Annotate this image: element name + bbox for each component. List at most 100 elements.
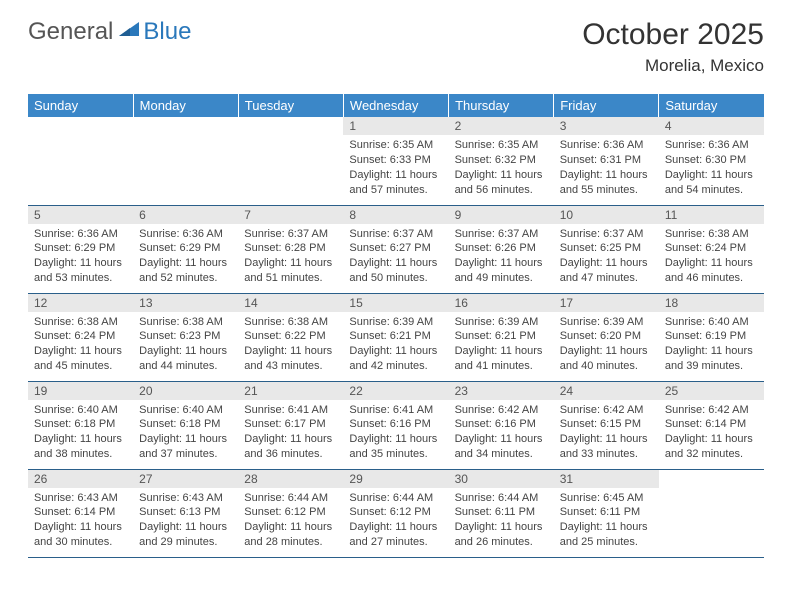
day-number: 27 xyxy=(133,470,238,488)
sunrise-text: Sunrise: 6:44 AM xyxy=(349,491,442,506)
day-detail: Sunrise: 6:42 AMSunset: 6:16 PMDaylight:… xyxy=(449,400,554,466)
daylight-text: Daylight: 11 hours and 33 minutes. xyxy=(560,432,653,462)
daylight-text: Daylight: 11 hours and 54 minutes. xyxy=(665,168,758,198)
sunrise-text: Sunrise: 6:37 AM xyxy=(244,227,337,242)
calendar-day-cell: 15Sunrise: 6:39 AMSunset: 6:21 PMDayligh… xyxy=(343,293,448,381)
sunrise-text: Sunrise: 6:42 AM xyxy=(455,403,548,418)
sunrise-text: Sunrise: 6:45 AM xyxy=(560,491,653,506)
calendar-day-cell: 20Sunrise: 6:40 AMSunset: 6:18 PMDayligh… xyxy=(133,381,238,469)
weekday-header-row: Sunday Monday Tuesday Wednesday Thursday… xyxy=(28,94,764,117)
sunrise-text: Sunrise: 6:39 AM xyxy=(455,315,548,330)
weekday-header: Monday xyxy=(133,94,238,117)
sunset-text: Sunset: 6:28 PM xyxy=(244,241,337,256)
calendar-week-row: 1Sunrise: 6:35 AMSunset: 6:33 PMDaylight… xyxy=(28,117,764,205)
day-detail: Sunrise: 6:43 AMSunset: 6:14 PMDaylight:… xyxy=(28,488,133,554)
daylight-text: Daylight: 11 hours and 26 minutes. xyxy=(455,520,548,550)
day-number: 17 xyxy=(554,294,659,312)
day-number: 31 xyxy=(554,470,659,488)
sunrise-text: Sunrise: 6:42 AM xyxy=(665,403,758,418)
calendar-week-row: 12Sunrise: 6:38 AMSunset: 6:24 PMDayligh… xyxy=(28,293,764,381)
day-number: 18 xyxy=(659,294,764,312)
day-detail: Sunrise: 6:37 AMSunset: 6:27 PMDaylight:… xyxy=(343,224,448,290)
day-detail: Sunrise: 6:38 AMSunset: 6:22 PMDaylight:… xyxy=(238,312,343,378)
day-number: 14 xyxy=(238,294,343,312)
sunrise-text: Sunrise: 6:38 AM xyxy=(139,315,232,330)
sunset-text: Sunset: 6:14 PM xyxy=(665,417,758,432)
daylight-text: Daylight: 11 hours and 52 minutes. xyxy=(139,256,232,286)
daylight-text: Daylight: 11 hours and 49 minutes. xyxy=(455,256,548,286)
day-detail: Sunrise: 6:40 AMSunset: 6:18 PMDaylight:… xyxy=(28,400,133,466)
sunset-text: Sunset: 6:23 PM xyxy=(139,329,232,344)
title-block: October 2025 Morelia, Mexico xyxy=(582,18,764,76)
daylight-text: Daylight: 11 hours and 40 minutes. xyxy=(560,344,653,374)
sunset-text: Sunset: 6:18 PM xyxy=(139,417,232,432)
calendar-day-cell xyxy=(133,117,238,205)
day-detail: Sunrise: 6:44 AMSunset: 6:12 PMDaylight:… xyxy=(238,488,343,554)
calendar-day-cell xyxy=(659,469,764,557)
calendar-week-row: 26Sunrise: 6:43 AMSunset: 6:14 PMDayligh… xyxy=(28,469,764,557)
day-number: 8 xyxy=(343,206,448,224)
day-detail: Sunrise: 6:41 AMSunset: 6:17 PMDaylight:… xyxy=(238,400,343,466)
weekday-header: Tuesday xyxy=(238,94,343,117)
daylight-text: Daylight: 11 hours and 44 minutes. xyxy=(139,344,232,374)
sunrise-text: Sunrise: 6:38 AM xyxy=(665,227,758,242)
day-detail: Sunrise: 6:37 AMSunset: 6:28 PMDaylight:… xyxy=(238,224,343,290)
sunset-text: Sunset: 6:17 PM xyxy=(244,417,337,432)
day-detail: Sunrise: 6:36 AMSunset: 6:30 PMDaylight:… xyxy=(659,135,764,201)
daylight-text: Daylight: 11 hours and 43 minutes. xyxy=(244,344,337,374)
sunrise-text: Sunrise: 6:39 AM xyxy=(560,315,653,330)
calendar-day-cell: 7Sunrise: 6:37 AMSunset: 6:28 PMDaylight… xyxy=(238,205,343,293)
daylight-text: Daylight: 11 hours and 38 minutes. xyxy=(34,432,127,462)
sunrise-text: Sunrise: 6:37 AM xyxy=(560,227,653,242)
sunrise-text: Sunrise: 6:35 AM xyxy=(349,138,442,153)
calendar-day-cell: 17Sunrise: 6:39 AMSunset: 6:20 PMDayligh… xyxy=(554,293,659,381)
day-detail: Sunrise: 6:44 AMSunset: 6:11 PMDaylight:… xyxy=(449,488,554,554)
day-detail: Sunrise: 6:39 AMSunset: 6:21 PMDaylight:… xyxy=(343,312,448,378)
day-number: 1 xyxy=(343,117,448,135)
sunset-text: Sunset: 6:16 PM xyxy=(455,417,548,432)
day-number: 24 xyxy=(554,382,659,400)
daylight-text: Daylight: 11 hours and 37 minutes. xyxy=(139,432,232,462)
sunset-text: Sunset: 6:30 PM xyxy=(665,153,758,168)
day-detail: Sunrise: 6:38 AMSunset: 6:24 PMDaylight:… xyxy=(28,312,133,378)
sunrise-text: Sunrise: 6:36 AM xyxy=(560,138,653,153)
page-title: October 2025 xyxy=(582,18,764,52)
sunset-text: Sunset: 6:14 PM xyxy=(34,505,127,520)
calendar-day-cell: 23Sunrise: 6:42 AMSunset: 6:16 PMDayligh… xyxy=(449,381,554,469)
day-number: 7 xyxy=(238,206,343,224)
day-number: 6 xyxy=(133,206,238,224)
page-subtitle: Morelia, Mexico xyxy=(582,56,764,76)
calendar-day-cell: 19Sunrise: 6:40 AMSunset: 6:18 PMDayligh… xyxy=(28,381,133,469)
calendar-day-cell: 13Sunrise: 6:38 AMSunset: 6:23 PMDayligh… xyxy=(133,293,238,381)
sunset-text: Sunset: 6:21 PM xyxy=(455,329,548,344)
calendar-day-cell: 18Sunrise: 6:40 AMSunset: 6:19 PMDayligh… xyxy=(659,293,764,381)
sunset-text: Sunset: 6:12 PM xyxy=(244,505,337,520)
sunrise-text: Sunrise: 6:39 AM xyxy=(349,315,442,330)
daylight-text: Daylight: 11 hours and 36 minutes. xyxy=(244,432,337,462)
daylight-text: Daylight: 11 hours and 42 minutes. xyxy=(349,344,442,374)
daylight-text: Daylight: 11 hours and 45 minutes. xyxy=(34,344,127,374)
sunset-text: Sunset: 6:32 PM xyxy=(455,153,548,168)
sunset-text: Sunset: 6:27 PM xyxy=(349,241,442,256)
daylight-text: Daylight: 11 hours and 32 minutes. xyxy=(665,432,758,462)
day-detail: Sunrise: 6:35 AMSunset: 6:33 PMDaylight:… xyxy=(343,135,448,201)
sunset-text: Sunset: 6:25 PM xyxy=(560,241,653,256)
header: General Blue October 2025 Morelia, Mexic… xyxy=(0,0,792,84)
sunset-text: Sunset: 6:13 PM xyxy=(139,505,232,520)
sunset-text: Sunset: 6:29 PM xyxy=(139,241,232,256)
daylight-text: Daylight: 11 hours and 30 minutes. xyxy=(34,520,127,550)
logo-text-general: General xyxy=(28,18,113,46)
day-number: 4 xyxy=(659,117,764,135)
day-detail: Sunrise: 6:40 AMSunset: 6:18 PMDaylight:… xyxy=(133,400,238,466)
day-detail: Sunrise: 6:41 AMSunset: 6:16 PMDaylight:… xyxy=(343,400,448,466)
day-detail: Sunrise: 6:36 AMSunset: 6:31 PMDaylight:… xyxy=(554,135,659,201)
sunset-text: Sunset: 6:15 PM xyxy=(560,417,653,432)
daylight-text: Daylight: 11 hours and 28 minutes. xyxy=(244,520,337,550)
daylight-text: Daylight: 11 hours and 51 minutes. xyxy=(244,256,337,286)
daylight-text: Daylight: 11 hours and 39 minutes. xyxy=(665,344,758,374)
daylight-text: Daylight: 11 hours and 46 minutes. xyxy=(665,256,758,286)
calendar-day-cell: 1Sunrise: 6:35 AMSunset: 6:33 PMDaylight… xyxy=(343,117,448,205)
calendar-day-cell: 21Sunrise: 6:41 AMSunset: 6:17 PMDayligh… xyxy=(238,381,343,469)
day-detail: Sunrise: 6:37 AMSunset: 6:26 PMDaylight:… xyxy=(449,224,554,290)
day-number xyxy=(133,117,238,121)
